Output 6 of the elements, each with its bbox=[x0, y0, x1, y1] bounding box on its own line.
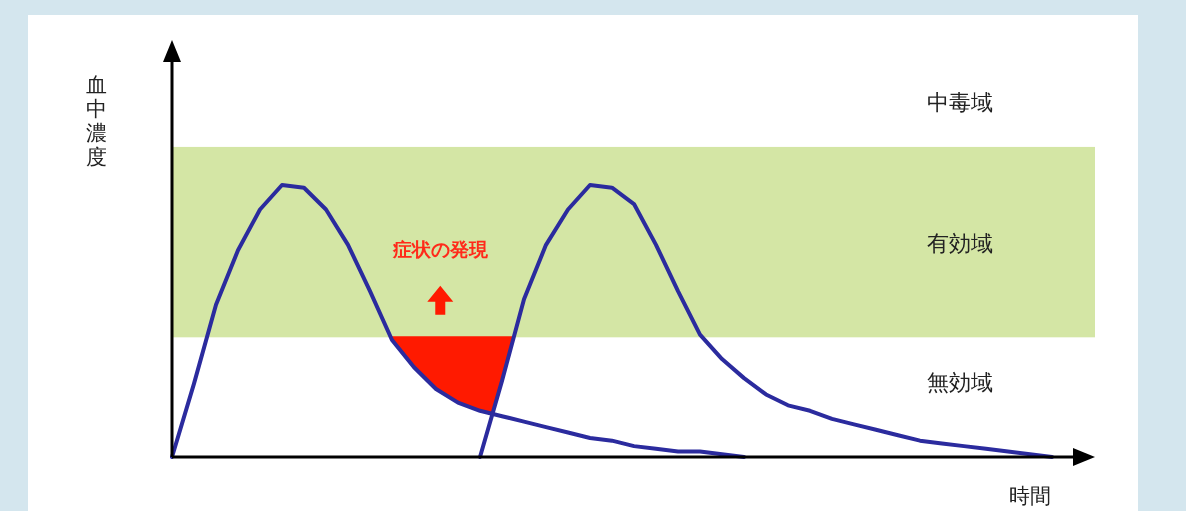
annotation: 無効域 bbox=[927, 370, 993, 395]
annotation: 症状の発現 bbox=[391, 237, 489, 260]
y-axis-title: 血中濃度 bbox=[85, 73, 107, 169]
x-axis-title: 時間 bbox=[1009, 484, 1051, 508]
band-label: 有効域 bbox=[927, 231, 993, 257]
text: 中毒域 bbox=[927, 90, 993, 115]
